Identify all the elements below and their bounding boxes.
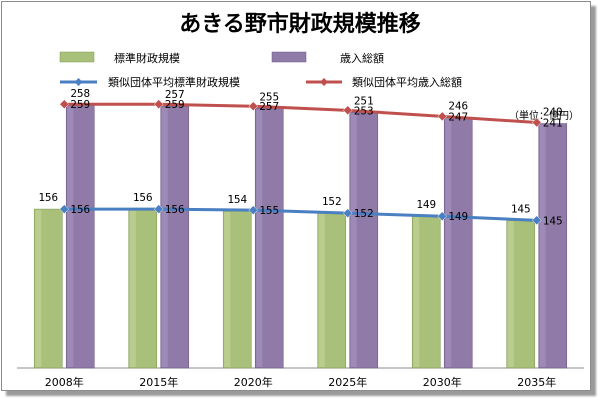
point-similar-revenue-5 <box>531 117 542 128</box>
x-tick-label-5: 2035年 <box>517 375 556 389</box>
data-label-standard-scale-1: 156 <box>133 191 153 204</box>
point-similar-revenue-4 <box>437 111 448 122</box>
x-tick-label-2: 2020年 <box>234 375 273 389</box>
point-similar-standard-4 <box>437 211 448 222</box>
point-similar-revenue-0 <box>59 99 70 110</box>
legend-swatch-total-revenue <box>271 51 307 63</box>
line-similar-revenue <box>64 102 537 125</box>
point-similar-standard-0 <box>59 204 70 214</box>
data-label-similar-standard-2: 155 <box>259 204 279 217</box>
bar-highlight-standard-2 <box>224 212 231 367</box>
bar-highlight-revenue-3 <box>350 113 357 367</box>
x-tick-label-1: 2015年 <box>139 375 178 389</box>
legend: 標準財政規模 歳入総額 類似団体平均標準財政規模 類似団体平均歳入総額 <box>59 51 462 89</box>
point-similar-standard-5 <box>531 215 542 226</box>
data-label-similar-revenue-3: 253 <box>354 104 374 117</box>
data-label-total-revenue-0: 258 <box>70 87 90 100</box>
chart-frame <box>1 1 591 391</box>
data-label-similar-standard-4: 149 <box>448 210 468 223</box>
bar-highlight-revenue-4 <box>445 118 452 367</box>
data-label-standard-scale-0: 156 <box>38 191 58 204</box>
data-label-similar-revenue-5: 241 <box>543 117 563 130</box>
legend-swatch-standard-scale <box>59 51 95 63</box>
bar-highlight-standard-5 <box>507 221 514 367</box>
bar-highlight-revenue-0 <box>67 106 74 367</box>
data-label-similar-standard-5: 145 <box>543 214 563 227</box>
data-label-standard-scale-5: 145 <box>511 202 531 215</box>
bar-highlight-standard-3 <box>318 214 325 367</box>
data-label-similar-revenue-2: 257 <box>259 100 279 113</box>
bar-highlight-standard-1 <box>129 210 136 367</box>
bar-highlight-revenue-5 <box>539 124 546 367</box>
data-label-total-revenue-2: 255 <box>259 90 279 103</box>
data-label-similar-revenue-1: 259 <box>165 98 185 111</box>
legend-label-similar-revenue: 類似団体平均歳入総額 <box>352 75 462 89</box>
data-label-similar-revenue-0: 259 <box>70 98 90 111</box>
data-label-total-revenue-3: 251 <box>354 94 374 107</box>
data-label-total-revenue-1: 257 <box>165 88 185 101</box>
legend-label-similar-standard: 類似団体平均標準財政規模 <box>108 75 240 89</box>
point-similar-standard-1 <box>153 204 164 214</box>
bar-highlight-revenue-2 <box>256 109 263 368</box>
point-similar-revenue-2 <box>248 101 259 112</box>
point-similar-standard-3 <box>342 208 353 219</box>
data-label-standard-scale-2: 154 <box>227 193 247 206</box>
unit-label: （単位：億円） <box>509 109 579 122</box>
point-similar-revenue-3 <box>342 105 353 116</box>
legend-marker-similar-standard <box>74 78 83 86</box>
point-similar-standard-2 <box>248 205 259 215</box>
x-tick-label-0: 2008年 <box>45 375 84 389</box>
bar-highlight-standard-4 <box>413 217 420 367</box>
data-label-total-revenue-5: 240 <box>543 106 563 119</box>
chart-title: あきる野市財政規模推移 <box>179 11 421 37</box>
data-label-total-revenue-4: 246 <box>448 99 468 112</box>
data-label-similar-standard-1: 156 <box>165 203 185 216</box>
plot-area: 1562582008年1562572015年1542552020年1522512… <box>17 87 584 389</box>
data-label-similar-revenue-4: 247 <box>448 110 468 123</box>
line-similar-standard <box>64 207 537 222</box>
data-label-similar-standard-3: 152 <box>354 207 374 220</box>
legend-label-standard-scale: 標準財政規模 <box>114 51 180 65</box>
x-tick-label-4: 2030年 <box>423 375 462 389</box>
point-similar-revenue-1 <box>153 99 164 110</box>
bar-highlight-revenue-1 <box>161 107 168 368</box>
data-label-standard-scale-4: 149 <box>416 198 436 211</box>
bar-highlight-standard-0 <box>35 210 42 367</box>
data-label-standard-scale-3: 152 <box>322 195 342 208</box>
x-tick-label-3: 2025年 <box>328 375 367 389</box>
data-label-similar-standard-0: 156 <box>70 203 90 216</box>
legend-marker-similar-revenue <box>320 78 328 86</box>
legend-label-total-revenue: 歳入総額 <box>340 51 384 65</box>
